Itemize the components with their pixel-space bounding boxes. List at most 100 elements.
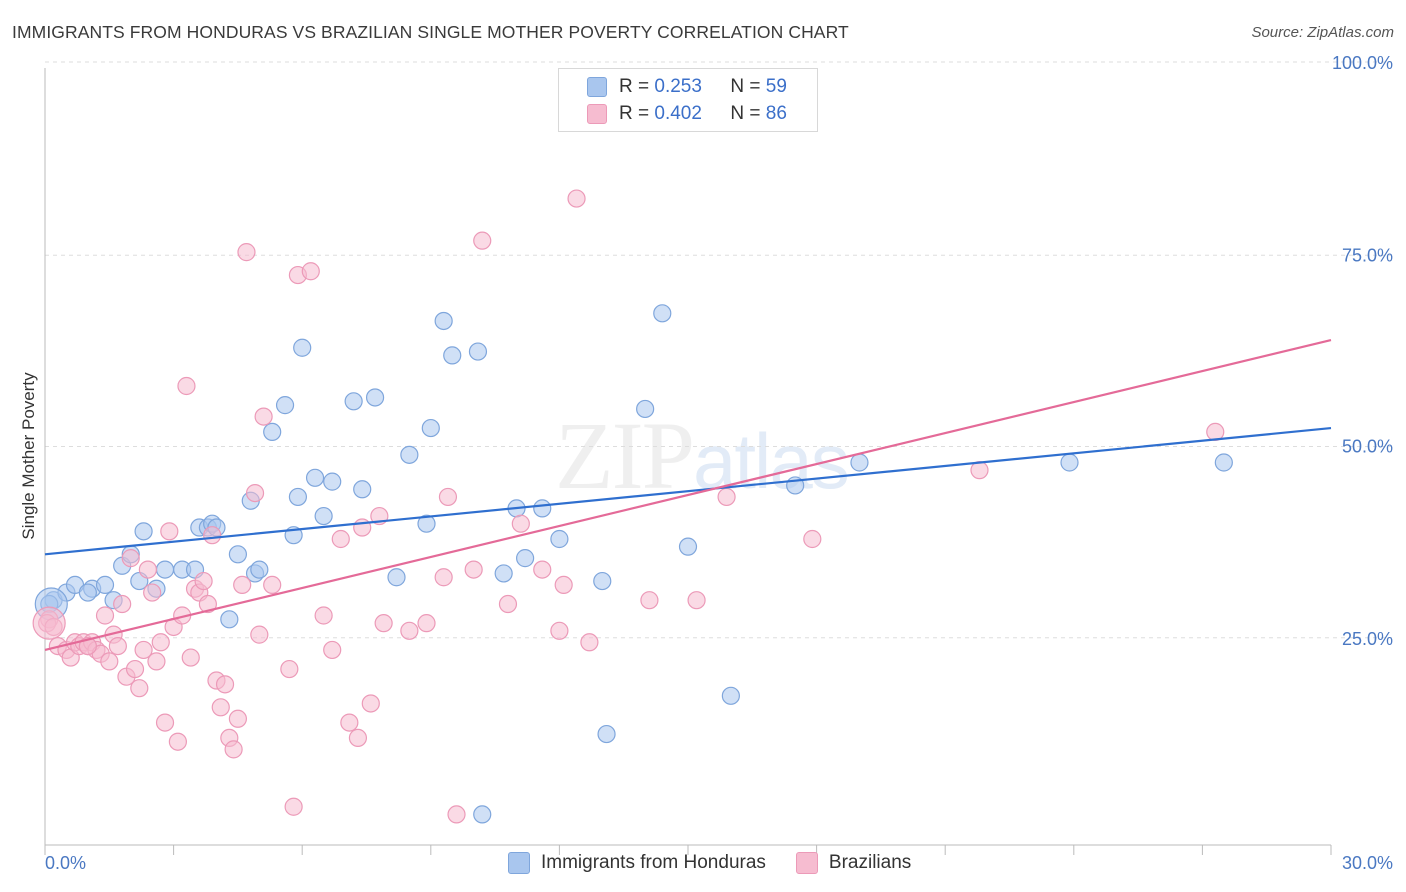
brazilians-point	[447, 805, 466, 824]
brazilians-point	[314, 606, 333, 625]
brazilians-point	[533, 560, 552, 579]
honduras-point	[533, 499, 552, 518]
brazilians-point	[134, 640, 153, 660]
legend-r-label: R =	[619, 103, 650, 124]
brazilians-point	[177, 376, 196, 396]
grid-lines	[45, 61, 1392, 639]
honduras-point	[78, 583, 97, 602]
honduras-point	[250, 560, 269, 579]
brazilians-point-large	[32, 606, 66, 640]
legend-r-label: R =	[619, 76, 650, 97]
honduras-point	[288, 487, 308, 507]
honduras-point	[275, 396, 295, 415]
brazilians-point	[138, 560, 157, 579]
brazilians-point	[125, 659, 145, 679]
brazilians-point	[147, 652, 166, 671]
axes	[44, 68, 1332, 855]
honduras-point	[387, 568, 406, 587]
brazilians-point	[580, 633, 599, 652]
honduras-point	[95, 575, 115, 595]
honduras-point	[220, 610, 239, 629]
honduras-trend-line	[44, 426, 1332, 556]
honduras-point	[305, 468, 325, 487]
brazilians-point	[550, 621, 569, 640]
honduras-point	[1214, 453, 1233, 472]
legend-n-label: N =	[730, 76, 761, 97]
honduras-point	[323, 472, 342, 491]
brazilians-point	[280, 659, 299, 679]
x-tick-label: 30.0%	[1342, 853, 1393, 873]
brazilians-point	[228, 709, 247, 728]
brazilians-point	[160, 522, 179, 541]
brazilians-point	[203, 526, 222, 545]
brazilians-point	[417, 614, 436, 633]
brazilians-point	[113, 594, 132, 614]
legend-label-brazilians: Brazilians	[828, 852, 912, 873]
honduras-point	[314, 506, 333, 526]
brazilians-point	[95, 606, 115, 625]
brazilians-point	[155, 713, 175, 732]
chart-title: IMMIGRANTS FROM HONDURAS VS BRAZILIAN SI…	[12, 22, 849, 42]
series-honduras-points	[34, 304, 1233, 824]
brazilians-point	[717, 487, 736, 507]
source-credit: Source: ZipAtlas.com	[1251, 24, 1394, 41]
legend-r-value: 0.402	[654, 103, 702, 124]
brazilians-point	[100, 652, 119, 671]
y-tick-label: 50.0%	[1342, 437, 1393, 457]
honduras-point	[417, 514, 436, 533]
brazilians-point	[151, 633, 170, 652]
brazilians-point	[237, 243, 256, 262]
brazilians-point	[108, 636, 127, 656]
honduras-point	[263, 422, 282, 441]
legend-item-honduras[interactable]: Immigrants from Honduras	[508, 852, 766, 874]
legend-row-honduras: R = 0.253 N = 59	[587, 75, 787, 99]
brazilians-point	[331, 529, 350, 549]
watermark-zip: ZIP	[555, 402, 695, 509]
honduras-point	[721, 686, 740, 705]
honduras-point	[678, 537, 698, 556]
honduras-point	[597, 724, 616, 744]
legend-n-value: 86	[765, 103, 787, 124]
legend-swatch-pink	[795, 852, 818, 874]
brazilians-point	[224, 740, 243, 759]
brazilians-point	[254, 407, 273, 426]
brazilians-point	[78, 636, 97, 656]
honduras-point	[850, 453, 869, 472]
watermark: ZIPatlas	[555, 400, 850, 511]
honduras-point	[228, 545, 247, 564]
brazilians-point	[245, 484, 265, 503]
watermark-atlas: atlas	[693, 417, 850, 505]
honduras-point	[344, 392, 363, 411]
legend-r-value: 0.253	[654, 76, 702, 97]
honduras-point	[421, 418, 440, 438]
honduras-point	[593, 571, 612, 591]
honduras-point	[365, 388, 385, 407]
brazilians-point	[640, 591, 659, 610]
brazilians-point	[284, 797, 303, 816]
legend-n-value: 59	[765, 76, 787, 97]
honduras-point	[134, 522, 153, 541]
brazilians-point	[121, 549, 140, 568]
legend-row-brazilians: R = 0.402 N = 86	[587, 102, 787, 126]
series-legend: Immigrants from Honduras Brazilians	[508, 852, 941, 874]
brazilians-point	[130, 679, 149, 698]
honduras-point	[293, 338, 312, 357]
brazilians-point	[348, 728, 368, 748]
honduras-point	[653, 304, 672, 323]
brazilians-point	[168, 732, 187, 751]
honduras-point	[473, 805, 492, 824]
legend-swatch-blue	[587, 77, 607, 97]
honduras-point	[468, 342, 488, 361]
trend-lines	[44, 339, 1332, 651]
honduras-point	[155, 560, 175, 579]
x-tick-label: 0.0%	[45, 853, 86, 873]
correlation-legend: R = 0.253 N = 59 R = 0.402 N = 86	[558, 68, 818, 132]
legend-n-label: N =	[730, 103, 761, 124]
brazilians-point	[687, 591, 706, 610]
legend-swatch-pink	[587, 104, 607, 124]
honduras-point	[516, 549, 535, 568]
honduras-point	[550, 529, 569, 549]
legend-item-brazilians[interactable]: Brazilians	[795, 852, 912, 874]
honduras-point	[434, 311, 453, 331]
